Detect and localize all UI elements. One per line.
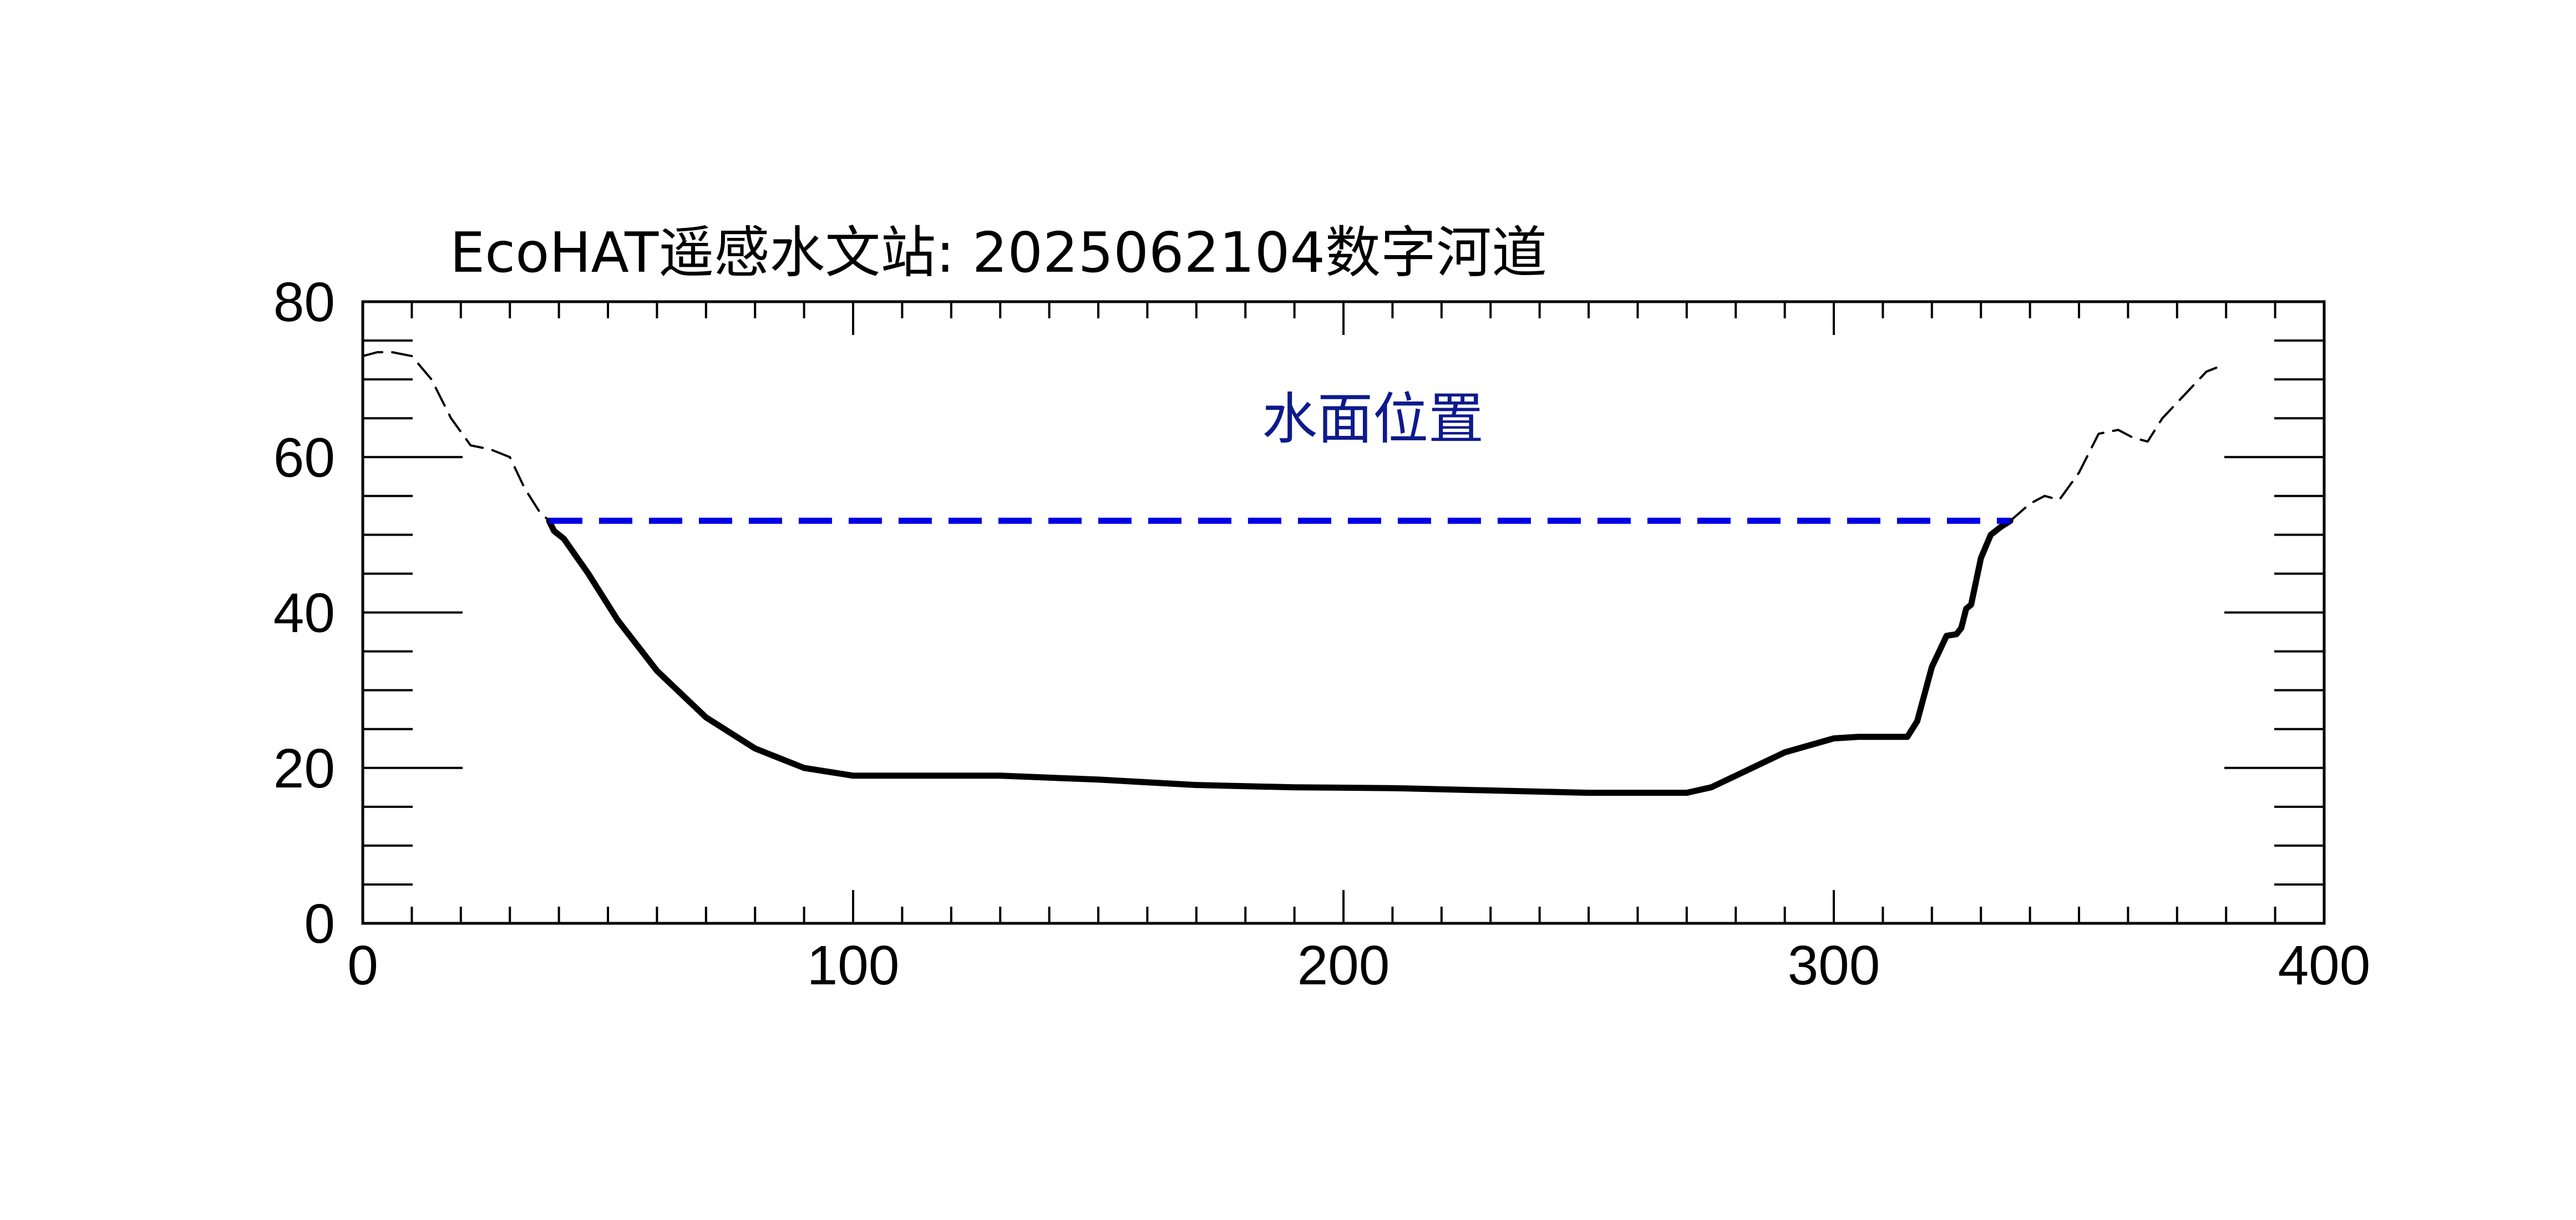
x-tick-label: 0	[347, 934, 378, 997]
bank-profile-line-0	[362, 351, 550, 522]
channel-bed-line	[546, 517, 2014, 796]
y-tick-label: 20	[273, 738, 335, 800]
y-tick-label: 80	[273, 271, 335, 333]
x-tick-label: 200	[1297, 934, 1390, 997]
axis-ticks	[362, 301, 2325, 924]
water-level-annotation: 水面位置	[1262, 387, 1484, 451]
y-tick-label: 40	[273, 582, 335, 644]
series-layer	[362, 351, 2218, 796]
x-tick-label: 100	[807, 934, 900, 997]
chart-title: EcoHAT遥感水文站: 2025062104数字河道	[450, 220, 1547, 285]
axis-tick-labels: 0 100 200 300 400 0 20 40 60 80	[273, 271, 2371, 997]
x-tick-label: 400	[2278, 934, 2371, 997]
bank-profile-line-2	[2009, 367, 2218, 522]
y-tick-label: 0	[304, 893, 335, 955]
y-tick-label: 60	[273, 426, 335, 489]
x-tick-label: 300	[1788, 934, 1880, 997]
